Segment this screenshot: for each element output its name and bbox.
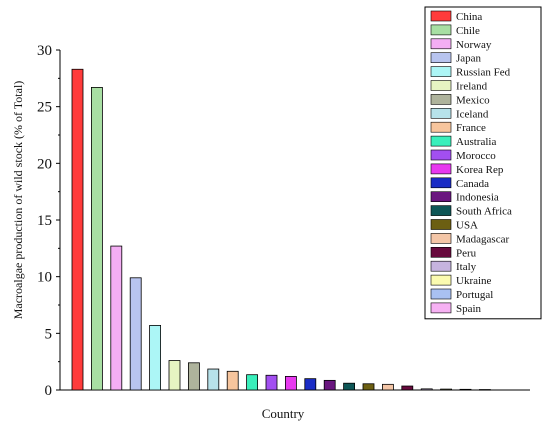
bar-australia <box>246 374 259 391</box>
bar-korea-rep <box>284 375 297 391</box>
legend-label-russian-fed: Russian Fed <box>456 67 511 79</box>
legend-swatch-russian-fed <box>430 66 452 77</box>
bar-iceland <box>207 368 220 391</box>
bar-south-africa <box>343 382 356 391</box>
bar-china <box>71 68 84 391</box>
legend-label-iceland: Iceland <box>456 108 489 120</box>
legend-swatch-italy <box>430 260 452 272</box>
y-tick-label: 5 <box>45 326 53 342</box>
legend-label-usa: USA <box>456 220 478 232</box>
y-tick-label: 20 <box>37 156 52 172</box>
legend-swatch-spain <box>430 302 452 314</box>
legend-swatch-indonesia <box>430 191 452 202</box>
bar-indonesia <box>323 379 336 391</box>
legend-label-japan: Japan <box>456 53 482 65</box>
bar-france <box>226 370 239 391</box>
legend-swatch-norway <box>430 38 452 50</box>
legend-label-france: France <box>456 122 486 134</box>
bar-morocco <box>265 374 278 391</box>
bar-portugal <box>459 388 472 391</box>
legend-label-madagascar: Madagascar <box>456 233 509 245</box>
legend-swatch-japan <box>430 52 452 64</box>
legend-label-chile: Chile <box>456 25 480 37</box>
bar-chile <box>91 87 103 391</box>
legend-swatch-usa <box>430 219 452 230</box>
legend-label-indonesia: Indonesia <box>456 192 499 204</box>
legend-swatch-chile <box>430 24 452 36</box>
legend-swatch-ireland <box>430 80 452 91</box>
legend-swatch-mexico <box>430 94 452 105</box>
legend-swatch-morocco <box>430 149 452 161</box>
legend-label-ukraine: Ukraine <box>456 275 492 287</box>
y-tick-label: 15 <box>37 213 52 229</box>
bar-canada <box>304 378 317 391</box>
legend-swatch-portugal <box>430 288 452 300</box>
y-tick-label: 0 <box>45 383 53 399</box>
legend-swatch-ukraine <box>430 274 452 286</box>
legend-swatch-peru <box>430 247 452 258</box>
legend-label-korea-rep: Korea Rep <box>456 164 504 176</box>
bar-norway <box>110 245 123 391</box>
legend-label-ireland: Ireland <box>456 81 488 93</box>
legend-label-australia: Australia <box>456 136 496 148</box>
legend-swatch-canada <box>430 177 452 189</box>
legend-label-italy: Italy <box>456 261 477 273</box>
bar-peru <box>401 385 414 391</box>
bar-russian-fed <box>149 324 162 391</box>
y-tick-label: 30 <box>37 43 52 59</box>
legend-swatch-south-africa <box>430 205 452 216</box>
bar-japan <box>129 277 142 391</box>
legend-label-portugal: Portugal <box>456 289 493 301</box>
x-axis-title: Country <box>262 406 305 421</box>
y-axis-title: Macroalgae production of wild stock (% o… <box>11 81 25 320</box>
legend-swatch-france <box>430 121 452 133</box>
legend-label-morocco: Morocco <box>456 150 496 162</box>
legend-label-china: China <box>456 11 482 23</box>
bar-spain <box>478 389 491 391</box>
y-tick-label: 25 <box>37 100 52 116</box>
y-tick-label: 10 <box>37 270 52 286</box>
legend-label-mexico: Mexico <box>456 94 490 106</box>
bar-mexico <box>187 362 200 391</box>
legend-label-canada: Canada <box>456 178 489 190</box>
bar-ukraine <box>440 388 453 391</box>
legend-label-peru: Peru <box>456 247 477 259</box>
legend-label-spain: Spain <box>456 303 482 315</box>
bar-italy <box>420 388 433 391</box>
legend-swatch-iceland <box>430 108 452 119</box>
legend-swatch-china <box>430 10 452 22</box>
legend-swatch-australia <box>430 135 452 147</box>
bar-usa <box>362 383 375 391</box>
legend-swatch-korea-rep <box>430 163 452 175</box>
legend-label-south-africa: South Africa <box>456 206 512 218</box>
bar-ireland <box>168 360 181 391</box>
legend-label-norway: Norway <box>456 39 492 51</box>
legend-swatch-madagascar <box>430 233 452 244</box>
bar-madagascar <box>381 383 394 391</box>
